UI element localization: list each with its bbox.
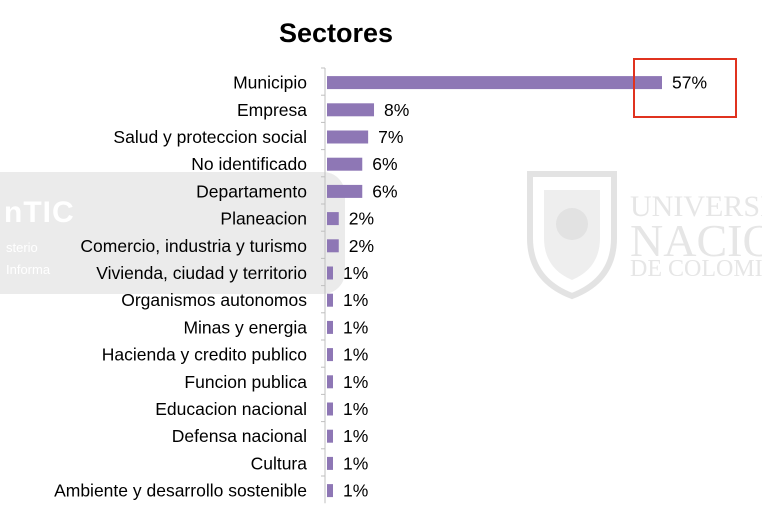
data-label: 1% — [343, 345, 368, 365]
category-label: Hacienda y credito publico — [102, 345, 307, 365]
university-seal-icon — [527, 171, 617, 300]
watermark-left-title: nTIC — [4, 196, 75, 229]
data-label: 57% — [672, 73, 707, 93]
category-label: Municipio — [233, 73, 307, 93]
category-label: Funcion publica — [184, 372, 307, 392]
data-label: 8% — [384, 100, 409, 120]
data-label: 6% — [372, 154, 397, 174]
category-label: No identificado — [191, 154, 307, 174]
bar — [327, 76, 662, 90]
category-label: Vivienda, ciudad y territorio — [96, 263, 307, 283]
highlight-box — [633, 58, 737, 118]
data-label: 1% — [343, 263, 368, 283]
category-label: Educacion nacional — [155, 399, 307, 419]
chart-title: Sectores — [278, 18, 394, 48]
data-label: 1% — [343, 290, 368, 310]
bar — [327, 402, 333, 416]
data-label: 6% — [372, 181, 397, 201]
bar — [327, 375, 333, 389]
data-label: 1% — [343, 399, 368, 419]
bar — [327, 266, 333, 280]
bar — [327, 320, 333, 334]
category-label: Planeacion — [220, 209, 307, 229]
data-label: 7% — [378, 127, 403, 147]
data-label: 2% — [349, 209, 374, 229]
data-label: 2% — [349, 236, 374, 256]
category-label: Salud y proteccion social — [113, 127, 307, 147]
category-label: Cultura — [251, 453, 308, 473]
bar — [327, 103, 375, 117]
bar — [327, 484, 333, 498]
category-label: Comercio, industria y turismo — [80, 236, 307, 256]
data-label: 1% — [343, 481, 368, 501]
bar — [327, 157, 363, 171]
data-label: 1% — [343, 317, 368, 337]
bar — [327, 348, 333, 362]
bar — [327, 456, 333, 470]
data-label: 1% — [343, 426, 368, 446]
category-label: Organismos autonomos — [121, 290, 307, 310]
category-label: Ambiente y desarrollo sostenible — [54, 481, 307, 501]
category-label: Defensa nacional — [172, 426, 307, 446]
data-label: 1% — [343, 372, 368, 392]
bar — [327, 212, 339, 226]
bar — [327, 184, 363, 198]
watermark-left-logo — [0, 172, 345, 294]
watermark-right-line3: DE COLOMI — [630, 256, 762, 282]
bar — [327, 130, 369, 144]
category-label: Departamento — [196, 181, 307, 201]
data-label: 1% — [343, 453, 368, 473]
bar — [327, 293, 333, 307]
bar — [327, 239, 339, 253]
watermark-left-line2: Informa — [6, 262, 51, 277]
watermark-right-line2: NACIO — [630, 215, 762, 266]
category-label: Empresa — [237, 100, 307, 120]
watermark-left-line1: sterio — [6, 240, 38, 255]
category-label: Minas y energia — [183, 317, 307, 337]
bar — [327, 429, 333, 443]
watermark-right-line1: UNIVERSID — [630, 190, 762, 223]
